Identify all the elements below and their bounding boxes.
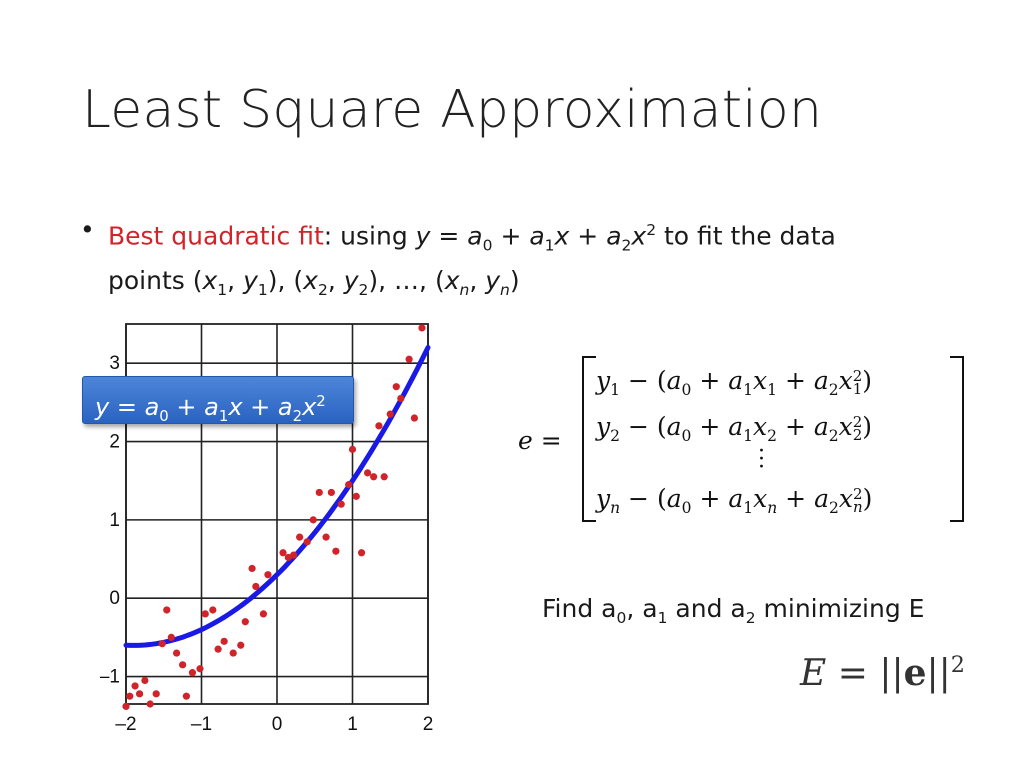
bullet-colon: : using — [323, 221, 416, 251]
data-point — [209, 606, 217, 614]
bullet-highlight: Best quadratic fit — [108, 221, 324, 251]
data-point — [332, 547, 340, 555]
bullet-line2: points — [108, 266, 193, 296]
data-point — [264, 571, 272, 579]
data-point — [296, 533, 304, 541]
data-point — [348, 445, 357, 453]
data-point — [259, 610, 268, 618]
data-point — [241, 618, 249, 626]
error-vector-label: e = — [518, 426, 562, 455]
data-point — [303, 538, 311, 546]
data-point — [167, 633, 175, 642]
quadratic-fit-plot: –2 –1 0 1 2 –1 0 1 2 3 — [100, 323, 434, 735]
bullet-point: • Best quadratic fit: using y = a0 + a1x… — [80, 212, 940, 308]
data-point — [405, 355, 413, 363]
data-point — [214, 645, 222, 653]
data-point — [252, 582, 260, 591]
data-point — [158, 640, 166, 648]
data-point — [131, 682, 139, 690]
error-row-2: y2 − (a0 + a1x2 + a2x 2 2) — [596, 412, 873, 445]
data-point — [201, 610, 209, 618]
data-point — [146, 700, 154, 708]
y-tick-label: –1 — [100, 667, 120, 688]
data-point — [392, 383, 400, 391]
data-point — [229, 649, 237, 657]
data-point — [172, 649, 181, 657]
data-point — [322, 533, 330, 541]
data-point — [410, 414, 419, 422]
y-tick-label: 1 — [109, 510, 120, 531]
error-norm-formula: E = ||e||2 — [800, 652, 965, 694]
data-point — [357, 549, 366, 557]
x-tick-label: 1 — [347, 714, 358, 735]
data-point — [182, 692, 190, 700]
x-tick-label: –1 — [191, 714, 212, 735]
data-point — [309, 516, 317, 524]
data-point — [163, 606, 171, 614]
data-point — [386, 410, 394, 418]
data-point — [135, 690, 144, 698]
error-row-1: y1 − (a0 + a1x1 + a2x 2 1) — [596, 366, 873, 399]
y-tick-label: 3 — [109, 353, 120, 374]
data-point — [290, 551, 298, 559]
data-point — [196, 665, 204, 673]
data-point — [279, 549, 287, 557]
data-point — [397, 394, 405, 403]
y-tick-label: 2 — [109, 432, 120, 453]
left-bracket — [582, 356, 596, 522]
data-point — [352, 492, 360, 500]
data-point — [122, 702, 130, 710]
plot-frame — [125, 323, 429, 705]
y-tick-label: 0 — [109, 588, 120, 609]
x-tick-label: –2 — [115, 714, 136, 735]
error-row-n: yn − (a0 + a1xn + a2x 2 n) — [596, 484, 873, 517]
data-point — [370, 473, 378, 481]
data-point — [152, 690, 160, 698]
data-point — [315, 488, 323, 497]
quadratic-equation-box: y = a0 + a1x + a2x2 — [82, 376, 354, 425]
find-instruction: Find a0, a1 and a2 minimizing E — [542, 594, 925, 627]
data-point — [345, 481, 353, 489]
data-point — [179, 661, 187, 669]
x-tick-label: 2 — [423, 714, 434, 735]
data-point — [418, 324, 426, 332]
data-point — [248, 564, 256, 573]
fit-curve — [123, 345, 431, 648]
data-point — [188, 669, 197, 677]
data-point — [237, 641, 245, 649]
data-point — [375, 422, 383, 430]
bullet-dot: • — [80, 215, 95, 244]
data-point — [327, 488, 335, 497]
bullet-text: Best quadratic fit: using y = a0 + a1x +… — [108, 221, 836, 300]
slide-title: Least Square Approximation — [82, 80, 823, 140]
vertical-ellipsis: · · · — [758, 439, 765, 480]
right-bracket — [950, 356, 964, 522]
x-tick-label: 0 — [272, 714, 283, 735]
bullet-tail: to fit the data — [656, 221, 836, 251]
data-point — [141, 676, 149, 685]
data-point — [364, 469, 372, 477]
data-point — [220, 637, 228, 645]
data-point — [337, 500, 345, 508]
data-point — [126, 692, 134, 700]
data-point — [380, 473, 388, 481]
